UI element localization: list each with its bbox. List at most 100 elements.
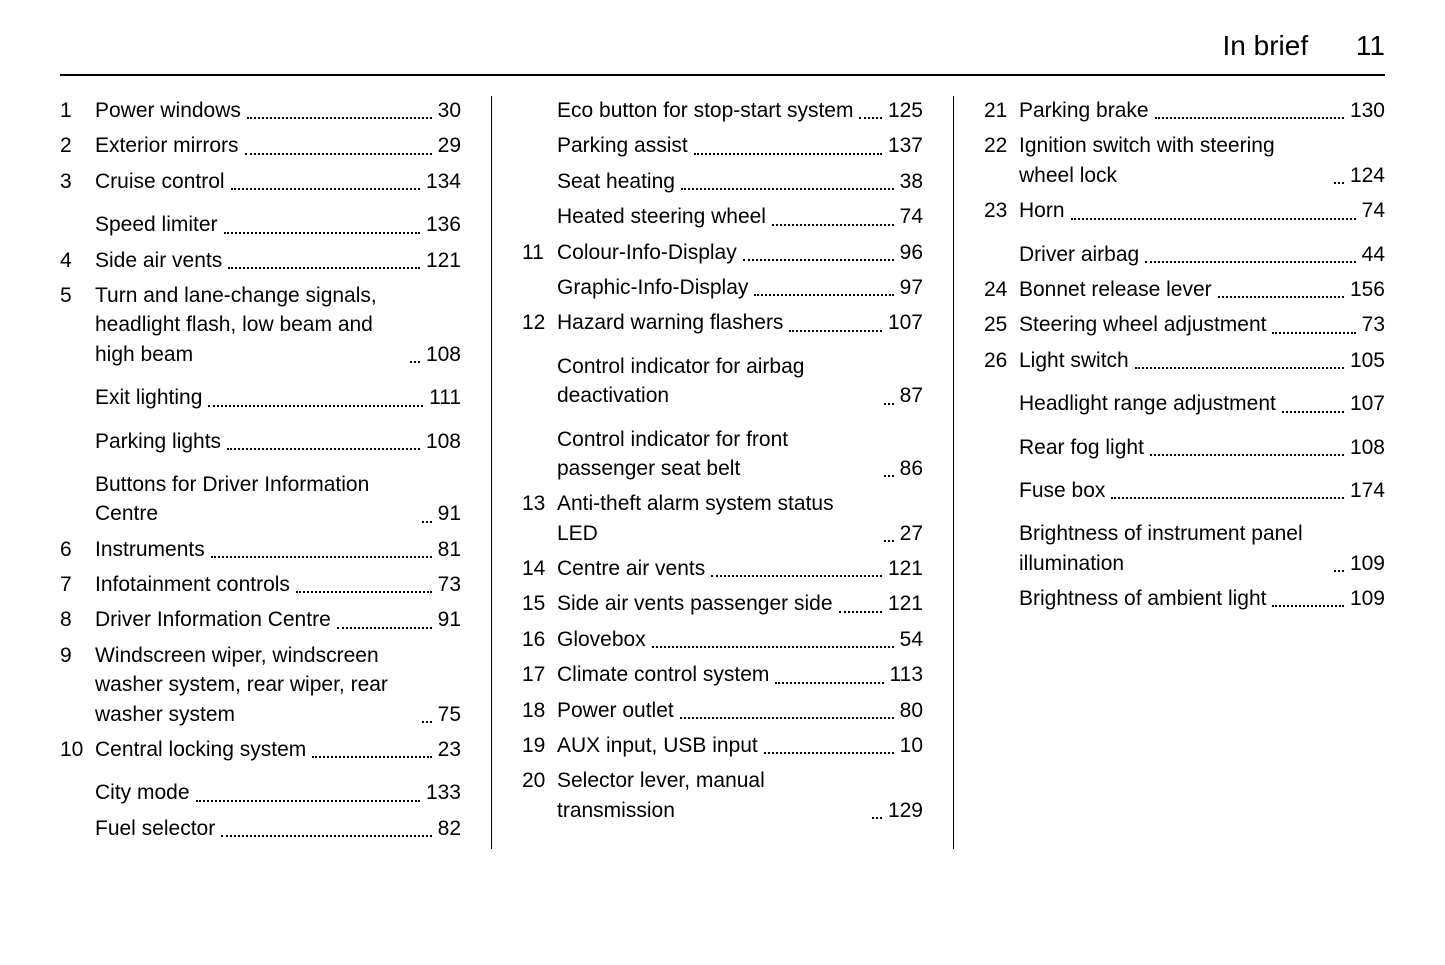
entry-content: Buttons for Driver Information Centre91 [95, 470, 461, 529]
entry-label: Hazard warning flashers [557, 308, 783, 337]
entry-label: Instruments [95, 535, 205, 564]
entry-content: Power outlet80 [557, 696, 923, 725]
entry-number: 4 [60, 246, 95, 275]
entry-label: Horn [1019, 196, 1065, 225]
leader-dots [839, 592, 882, 613]
index-entry: Fuse box174 [984, 476, 1385, 505]
entry-label: Brightness of instrument panel illuminat… [1019, 519, 1328, 578]
entry-content: Side air vents121 [95, 246, 461, 275]
entry-label: Parking lights [95, 427, 221, 456]
index-entry: Driver airbag44 [984, 240, 1385, 269]
entry-page: 113 [890, 660, 923, 689]
entry-label: Cruise control [95, 167, 225, 196]
entry-label: Driver Information Centre [95, 605, 331, 634]
entry-number: 21 [984, 96, 1019, 125]
entry-page: 91 [438, 499, 461, 528]
entry-page: 108 [426, 427, 461, 456]
entry-number: 25 [984, 310, 1019, 339]
entry-content: Speed limiter136 [95, 210, 461, 239]
entry-label: Colour-Info-Display [557, 238, 737, 267]
index-entry: 23Horn74 [984, 196, 1385, 225]
entry-content: Seat heating 38 [557, 167, 923, 196]
entry-content: Infotainment controls73 [95, 570, 461, 599]
entry-page: 109 [1350, 549, 1385, 578]
entry-content: AUX input, USB input10 [557, 731, 923, 760]
leader-dots [1135, 348, 1344, 369]
leader-dots [884, 384, 894, 405]
index-entry: Seat heating 38 [522, 167, 923, 196]
entry-label: Fuse box [1019, 476, 1105, 505]
entry-number: 5 [60, 281, 95, 310]
entry-label: Infotainment controls [95, 570, 290, 599]
index-entry: 20Selector lever, manual transmission129 [522, 766, 923, 825]
index-entry: 17Climate control system113 [522, 660, 923, 689]
entry-content: Windscreen wiper, windscreen washer syst… [95, 641, 461, 729]
index-entry: Graphic-Info-Display97 [522, 273, 923, 302]
entry-number: 19 [522, 731, 557, 760]
index-entry: 22Ignition switch with steering wheel lo… [984, 131, 1385, 190]
entry-content: City mode133 [95, 778, 461, 807]
leader-dots [337, 608, 432, 629]
leader-dots [1071, 199, 1356, 220]
leader-dots [1145, 242, 1355, 263]
index-entry: 7Infotainment controls73 [60, 570, 461, 599]
entry-label: Speed limiter [95, 210, 218, 239]
leader-dots [743, 240, 894, 261]
entry-content: Colour-Info-Display 96 [557, 238, 923, 267]
section-title: In brief [1223, 30, 1309, 61]
entry-page: 109 [1350, 584, 1385, 613]
entry-content: Selector lever, manual transmission129 [557, 766, 923, 825]
entry-content: Centre air vents121 [557, 554, 923, 583]
index-entry: 5Turn and lane-change signals, headlight… [60, 281, 461, 369]
leader-dots [211, 537, 432, 558]
entry-content: Brightness of ambient light109 [1019, 584, 1385, 613]
entry-page: 107 [1350, 389, 1385, 418]
entry-page: 74 [1362, 196, 1385, 225]
entry-content: Parking brake130 [1019, 96, 1385, 125]
entry-content: Instruments81 [95, 535, 461, 564]
entry-number: 26 [984, 346, 1019, 375]
entry-page: 38 [900, 167, 923, 196]
entry-label: Parking assist [557, 131, 688, 160]
index-entry: 13Anti-theft alarm system status LED27 [522, 489, 923, 548]
entry-page: 124 [1350, 161, 1385, 190]
page-header: In brief 11 [60, 30, 1385, 76]
entry-label: Headlight range adjustment [1019, 389, 1276, 418]
entry-label: Seat heating [557, 167, 675, 196]
entry-content: Parking assist137 [557, 131, 923, 160]
entry-label: Fuel selector [95, 814, 215, 843]
index-entry: 1Power windows30 [60, 96, 461, 125]
entry-label: Climate control system [557, 660, 769, 689]
leader-dots [410, 342, 420, 363]
index-entry: Speed limiter136 [60, 210, 461, 239]
index-entry: 21Parking brake130 [984, 96, 1385, 125]
entry-content: Steering wheel adjustment73 [1019, 310, 1385, 339]
entry-number: 16 [522, 625, 557, 654]
entry-page: 87 [900, 381, 923, 410]
index-entry: Control indicator for front passenger se… [522, 425, 923, 484]
leader-dots [884, 521, 894, 542]
entry-page: 96 [900, 238, 923, 267]
entry-number: 13 [522, 489, 557, 518]
leader-dots [775, 663, 883, 684]
entry-content: Anti-theft alarm system status LED27 [557, 489, 923, 548]
leader-dots [1272, 313, 1355, 334]
entry-content: Horn 74 [1019, 196, 1385, 225]
entry-page: 75 [438, 700, 461, 729]
entry-page: 29 [438, 131, 461, 160]
entry-label: Ignition switch with steering wheel lock [1019, 131, 1328, 190]
entry-page: 108 [426, 340, 461, 369]
leader-dots [247, 98, 432, 119]
entry-content: Light switch105 [1019, 346, 1385, 375]
leader-dots [422, 702, 432, 723]
index-entry: 25Steering wheel adjustment73 [984, 310, 1385, 339]
index-entry: 2Exterior mirrors29 [60, 131, 461, 160]
index-entry: Headlight range adjustment 107 [984, 389, 1385, 418]
entry-page: 105 [1350, 346, 1385, 375]
entry-page: 82 [438, 814, 461, 843]
index-entry: 4Side air vents121 [60, 246, 461, 275]
entry-number: 14 [522, 554, 557, 583]
index-entry: 18Power outlet80 [522, 696, 923, 725]
entry-label: Graphic-Info-Display [557, 273, 748, 302]
entry-label: AUX input, USB input [557, 731, 758, 760]
